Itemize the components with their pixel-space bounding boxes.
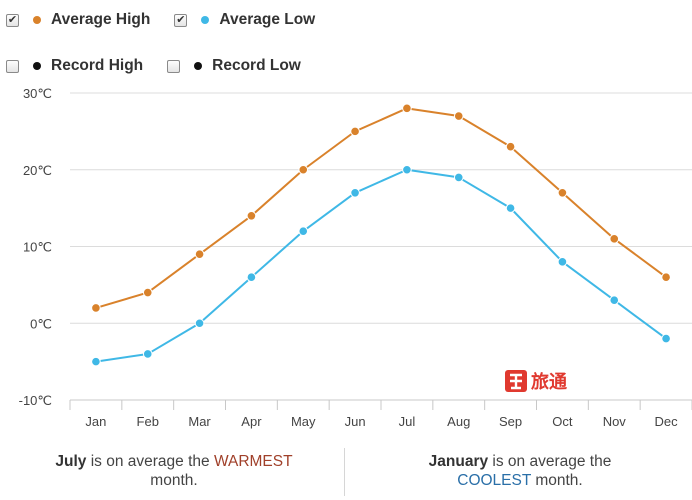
- legend-record-high[interactable]: Record High: [6, 57, 143, 75]
- legend-average-high[interactable]: ✔ Average High: [6, 11, 150, 29]
- x-tick-label: Nov: [603, 414, 627, 429]
- average-low-dot-icon: [201, 16, 210, 24]
- x-tick-label: Apr: [241, 414, 262, 429]
- y-tick-label: 20℃: [23, 163, 52, 178]
- data-point[interactable]: [350, 126, 360, 137]
- data-point[interactable]: [453, 111, 464, 121]
- y-axis: -10℃ 0℃ 10℃ 20℃ 30℃: [19, 86, 52, 408]
- coolest-text: is on average the: [488, 453, 612, 470]
- warmest-highlight: WARMEST: [213, 453, 293, 470]
- data-point[interactable]: [298, 226, 309, 236]
- data-point[interactable]: [194, 318, 205, 329]
- data-point[interactable]: [91, 303, 101, 313]
- brand-logo: 旅通: [505, 370, 567, 393]
- legend-row-records: Record High Record Low: [6, 54, 325, 78]
- data-point[interactable]: [453, 172, 464, 183]
- data-point[interactable]: [505, 141, 516, 152]
- warmest-text: is on average the: [86, 453, 214, 470]
- data-point[interactable]: [609, 234, 620, 244]
- record-low-checkbox[interactable]: [167, 59, 181, 73]
- legend-record-low[interactable]: Record Low: [167, 57, 301, 75]
- average-low-label: Average Low: [219, 11, 316, 28]
- logo-text: 旅通: [531, 371, 567, 393]
- x-tick-label: Oct: [552, 414, 573, 429]
- x-tick-label: Sep: [499, 414, 522, 429]
- y-tick-label: 0℃: [30, 316, 52, 331]
- warmest-month: July: [55, 453, 87, 470]
- average-high-dot-icon: [33, 16, 41, 24]
- footer-summary: July is on average the WARMEST month. Ja…: [0, 440, 692, 500]
- x-axis: Jan Feb Mar Apr May Jun Jul Aug Sep Oct Nov Dec: [69, 400, 692, 429]
- data-point[interactable]: [557, 187, 568, 198]
- data-point[interactable]: [661, 333, 671, 344]
- data-point[interactable]: [661, 272, 671, 282]
- x-tick-label: Feb: [137, 414, 159, 429]
- data-point[interactable]: [142, 349, 153, 359]
- footer-divider: [344, 448, 345, 496]
- chart-grid: [70, 92, 692, 401]
- legend-average-low[interactable]: ✔ Average Low: [174, 11, 315, 29]
- temperature-chart: -10℃ 0℃ 10℃ 20℃ 30℃ Jan Feb Mar Apr May Jun Jul Aug…: [19, 86, 692, 429]
- data-point[interactable]: [91, 356, 101, 367]
- coolest-highlight: COOLEST: [457, 472, 532, 489]
- data-point[interactable]: [557, 257, 568, 267]
- data-point[interactable]: [298, 164, 309, 175]
- data-point[interactable]: [609, 295, 620, 306]
- coolest-tail: month.: [531, 472, 583, 489]
- x-tick-label: Mar: [188, 414, 211, 429]
- x-tick-label: Jun: [345, 414, 366, 429]
- record-high-label: Record High: [51, 57, 144, 74]
- y-tick-label: 30℃: [23, 86, 52, 101]
- warmest-tail: month.: [150, 472, 198, 489]
- data-point[interactable]: [505, 203, 516, 213]
- chart-series: [91, 103, 671, 367]
- record-low-dot-icon: [194, 62, 203, 70]
- data-point[interactable]: [246, 211, 257, 221]
- data-point[interactable]: [246, 272, 257, 282]
- data-point[interactable]: [194, 249, 205, 259]
- coolest-summary: January is on average the COOLEST month.: [350, 452, 690, 490]
- series-line: [95, 107, 667, 309]
- average-low-checkbox[interactable]: ✔: [174, 13, 188, 27]
- legend-row-averages: ✔ Average High ✔ Average Low: [6, 8, 339, 32]
- series-line: [95, 168, 667, 363]
- y-tick-label: -10℃: [19, 393, 52, 408]
- average-high-checkbox[interactable]: ✔: [6, 13, 19, 27]
- record-high-checkbox[interactable]: [6, 59, 19, 73]
- coolest-month: January: [428, 453, 489, 470]
- data-point[interactable]: [142, 287, 153, 298]
- data-point[interactable]: [350, 187, 360, 198]
- x-tick-label: Jan: [85, 414, 106, 429]
- average-high-label: Average High: [51, 11, 151, 28]
- record-low-label: Record Low: [212, 57, 301, 74]
- record-high-dot-icon: [33, 62, 41, 70]
- data-point[interactable]: [402, 164, 412, 175]
- data-point[interactable]: [402, 103, 412, 114]
- x-tick-label: Jul: [399, 414, 416, 429]
- x-tick-label: Aug: [447, 414, 470, 429]
- warmest-summary: July is on average the WARMEST month.: [4, 452, 344, 490]
- x-tick-label: May: [291, 414, 316, 429]
- y-tick-label: 10℃: [23, 240, 52, 255]
- x-tick-label: Dec: [655, 414, 679, 429]
